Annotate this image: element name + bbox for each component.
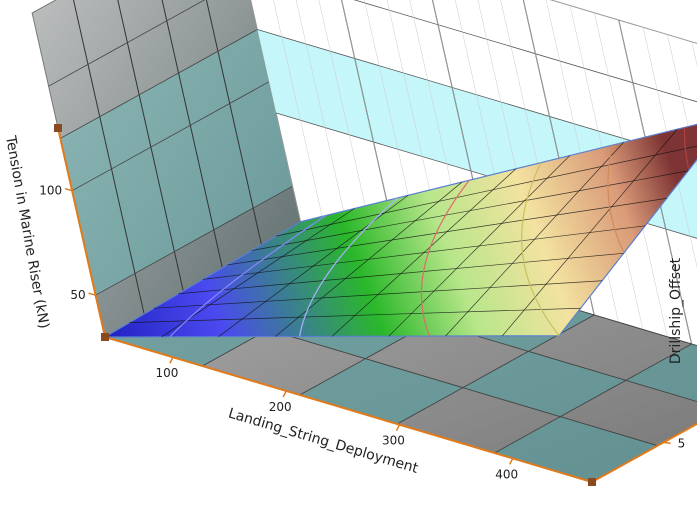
back-wall-gridline bbox=[73, 0, 145, 316]
surface-contour-line bbox=[420, 179, 470, 337]
back-wall-gridline bbox=[71, 81, 270, 192]
surface-mesh-line bbox=[202, 225, 646, 280]
right-wall-minor-gridline bbox=[318, 0, 376, 250]
back-wall-gridline bbox=[48, 0, 206, 87]
z-tick bbox=[64, 187, 73, 192]
surface-contour-line bbox=[299, 197, 398, 337]
surface-mesh-line bbox=[129, 307, 581, 323]
surface-contour-line bbox=[683, 127, 690, 168]
surface-contour-line bbox=[169, 215, 327, 338]
surface-mesh-line bbox=[227, 197, 667, 266]
surface-contour-line bbox=[607, 144, 625, 252]
x-tick-label: 100 bbox=[156, 366, 179, 380]
z-tick-label: 100 bbox=[39, 184, 62, 198]
z-axis-line bbox=[57, 127, 106, 338]
x-tick-label: 400 bbox=[495, 467, 518, 481]
axis-corner-cap bbox=[588, 478, 596, 486]
back-wall-gridline bbox=[161, 0, 224, 272]
back-wall-gridline bbox=[95, 185, 293, 296]
back-wall-gridline bbox=[60, 29, 258, 139]
right-wall-minor-gridline bbox=[642, 27, 697, 269]
z-axis-title: Tension in Marine Riser (kN) bbox=[2, 134, 52, 330]
right-wall-minor-gridline bbox=[667, 34, 697, 168]
y-axis-line bbox=[591, 422, 697, 483]
y-tick bbox=[663, 441, 671, 445]
x-tick-label: 200 bbox=[269, 400, 292, 414]
x-tick bbox=[282, 390, 287, 398]
axis-corner-cap bbox=[101, 333, 109, 341]
floor-cell bbox=[624, 343, 697, 402]
z-tick-label: 50 bbox=[70, 288, 85, 302]
y-tick-label: 5 bbox=[678, 436, 686, 450]
surface-mesh-line bbox=[153, 280, 603, 309]
x-tick bbox=[169, 356, 174, 364]
back-wall-band bbox=[60, 29, 293, 296]
right-wall-minor-gridline bbox=[273, 0, 327, 236]
surface-mesh-line bbox=[251, 170, 689, 251]
surface-contour-line bbox=[521, 162, 560, 337]
axis-corner-cap bbox=[54, 124, 62, 132]
floor-cell bbox=[559, 379, 697, 447]
x-axis-line bbox=[104, 336, 593, 483]
x-tick bbox=[395, 424, 401, 432]
x-tick bbox=[509, 458, 514, 465]
right-wall-minor-gridline bbox=[295, 0, 351, 243]
x-tick-label: 300 bbox=[382, 434, 405, 448]
surface-mesh-line bbox=[276, 145, 697, 237]
surface-mesh-line bbox=[178, 252, 624, 295]
y-axis-title: Drillship_Offset bbox=[668, 257, 684, 364]
back-wall-gridline bbox=[117, 0, 185, 294]
back-wall-gridline bbox=[205, 0, 264, 250]
z-tick bbox=[88, 292, 96, 296]
